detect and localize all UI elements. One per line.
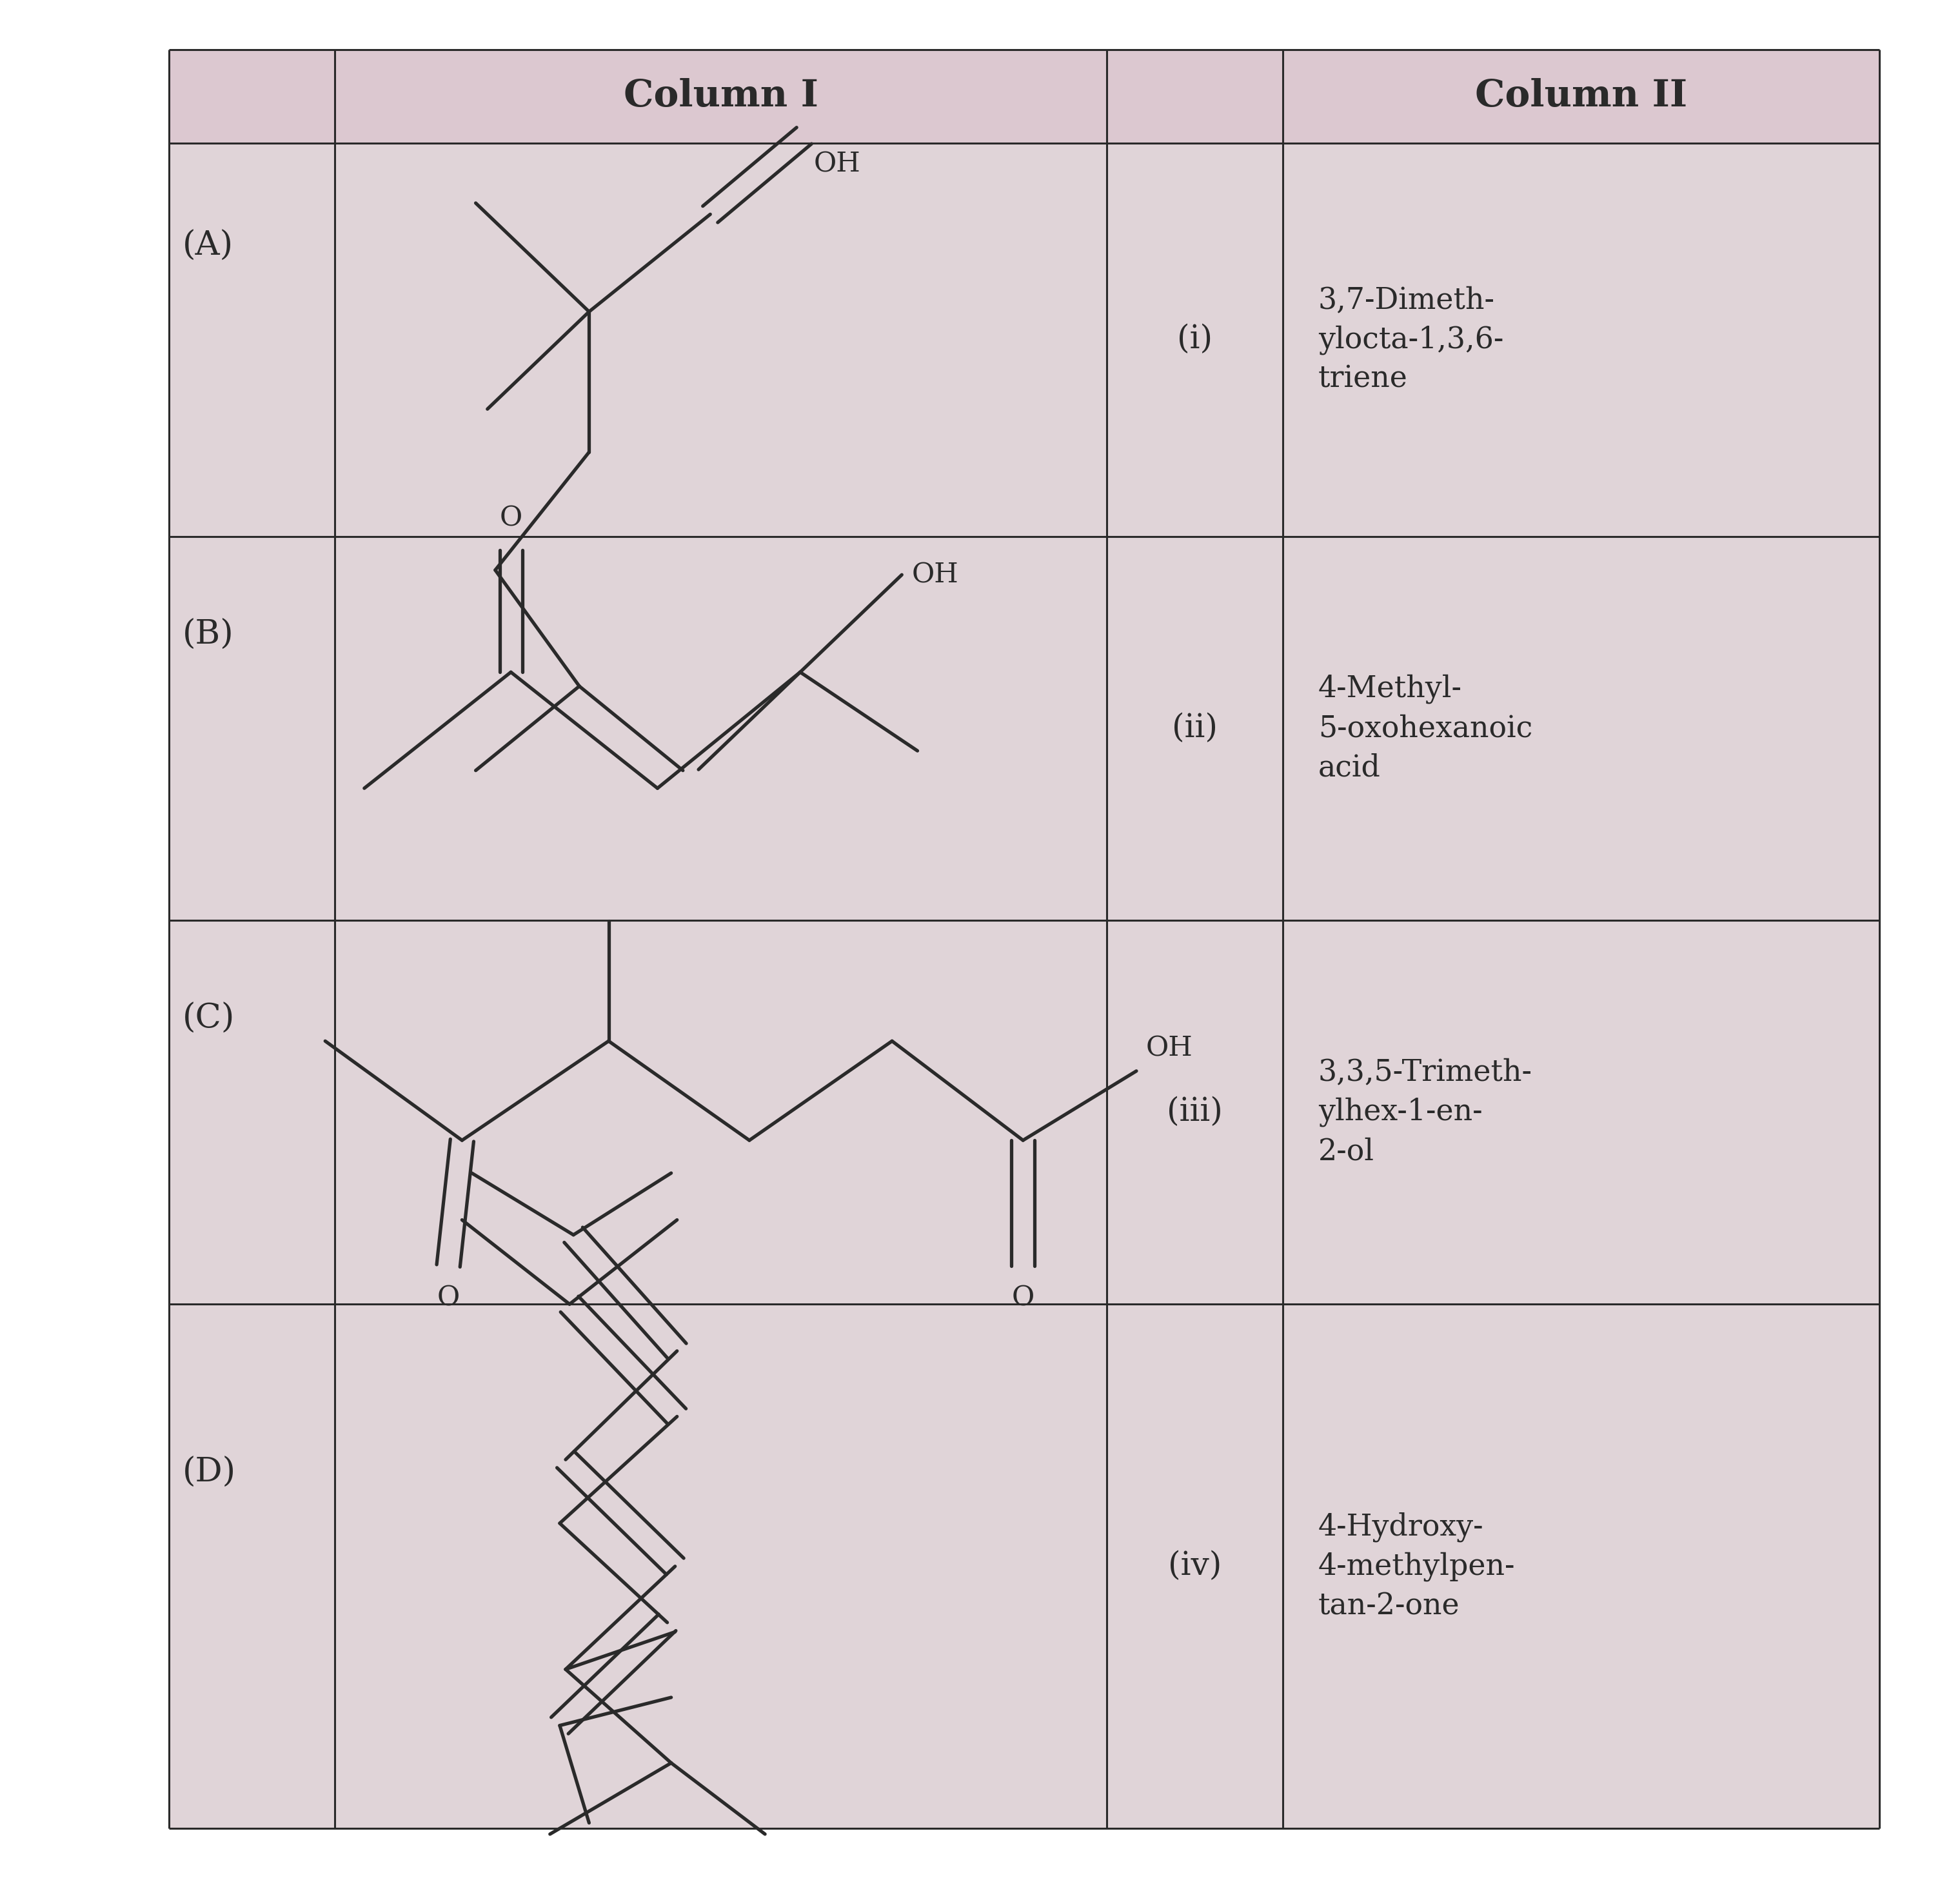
Text: (iv): (iv): [1168, 1551, 1221, 1583]
Text: (ii): (ii): [1172, 712, 1217, 744]
Text: (i): (i): [1178, 323, 1213, 355]
Text: OH: OH: [911, 562, 958, 588]
Text: (A): (A): [182, 229, 233, 263]
Bar: [169, 49, 1880, 1829]
Text: OH: OH: [1147, 1035, 1194, 1061]
Text: (B): (B): [182, 618, 233, 652]
Text: 4-Hydroxy-
4-methylpen-
tan-2-one: 4-Hydroxy- 4-methylpen- tan-2-one: [1319, 1512, 1515, 1621]
Text: 4-Methyl-
5-oxohexanoic
acid: 4-Methyl- 5-oxohexanoic acid: [1319, 674, 1533, 783]
Text: (C): (C): [182, 1003, 235, 1035]
Bar: [169, 49, 1880, 143]
Text: (iii): (iii): [1166, 1097, 1223, 1129]
Text: 3,3,5-Trimeth-
ylhex-1-en-
2-ol: 3,3,5-Trimeth- ylhex-1-en- 2-ol: [1319, 1057, 1533, 1166]
Text: OH: OH: [813, 150, 860, 178]
Text: O: O: [500, 505, 521, 531]
Text: 3,7-Dimeth-
ylocta-1,3,6-
triene: 3,7-Dimeth- ylocta-1,3,6- triene: [1319, 285, 1503, 394]
Text: (D): (D): [182, 1455, 235, 1489]
Text: O: O: [1011, 1285, 1035, 1311]
Text: O: O: [437, 1285, 461, 1311]
Text: Column II: Column II: [1476, 79, 1688, 115]
Text: Column I: Column I: [623, 79, 819, 115]
